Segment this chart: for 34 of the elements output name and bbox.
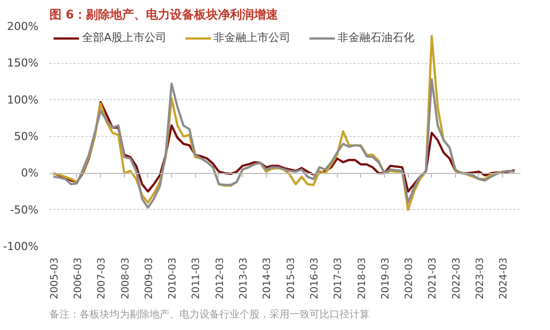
x-tick-label: 2015-03 — [286, 257, 297, 300]
x-tick-label: 2017-03 — [333, 257, 344, 300]
x-tick-label: 2006-03 — [72, 257, 84, 300]
x-tick-label: 2014-03 — [262, 257, 274, 300]
y-tick-label: 100% — [7, 93, 39, 106]
x-tick-label: 2022-03 — [451, 257, 462, 300]
legend-label: 非金融上市公司 — [214, 30, 291, 45]
chart-title: 图 6：剔除地产、电力设备板块净利润增速 — [50, 8, 280, 22]
y-tick-label: -100% — [3, 240, 39, 253]
x-tick-label: 2023-03 — [474, 257, 486, 300]
y-tick-label: 150% — [7, 56, 39, 70]
x-tick-label: 2012-03 — [214, 257, 226, 300]
x-tick-label: 2005-03 — [49, 257, 60, 300]
legend-label: 非金融石油石化 — [338, 30, 415, 45]
x-tick-label: 2011-03 — [191, 257, 202, 300]
legend-label: 全部A股上市公司 — [82, 30, 167, 45]
x-tick-label: 2013-03 — [238, 257, 250, 300]
text: 备注：各板块均为剔除地产、电力设备行业个股，采用一致可比口径计算 — [50, 308, 370, 320]
y-tick-label: 0% — [21, 166, 38, 180]
y-tick-label: -50% — [10, 203, 39, 216]
y-tick-label: 50% — [14, 130, 39, 143]
x-tick-label: 2010-03 — [168, 257, 179, 300]
x-tick-label: 2016-03 — [309, 257, 320, 300]
line-series — [52, 78, 516, 209]
x-tick-label: 2008-03 — [120, 257, 132, 300]
x-tick-label: 2019-03 — [380, 257, 392, 300]
x-tick-label: 2007-03 — [96, 257, 108, 300]
x-tick-label: 2009-03 — [144, 257, 155, 300]
x-tick-label: 2021-03 — [428, 257, 439, 300]
x-tick-label: 2024-03 — [498, 257, 510, 300]
line-series — [52, 100, 516, 193]
x-tick-label: 2018-03 — [356, 257, 368, 300]
y-tick-label: 200% — [7, 20, 39, 33]
x-tick-label: 2020-03 — [404, 257, 416, 300]
